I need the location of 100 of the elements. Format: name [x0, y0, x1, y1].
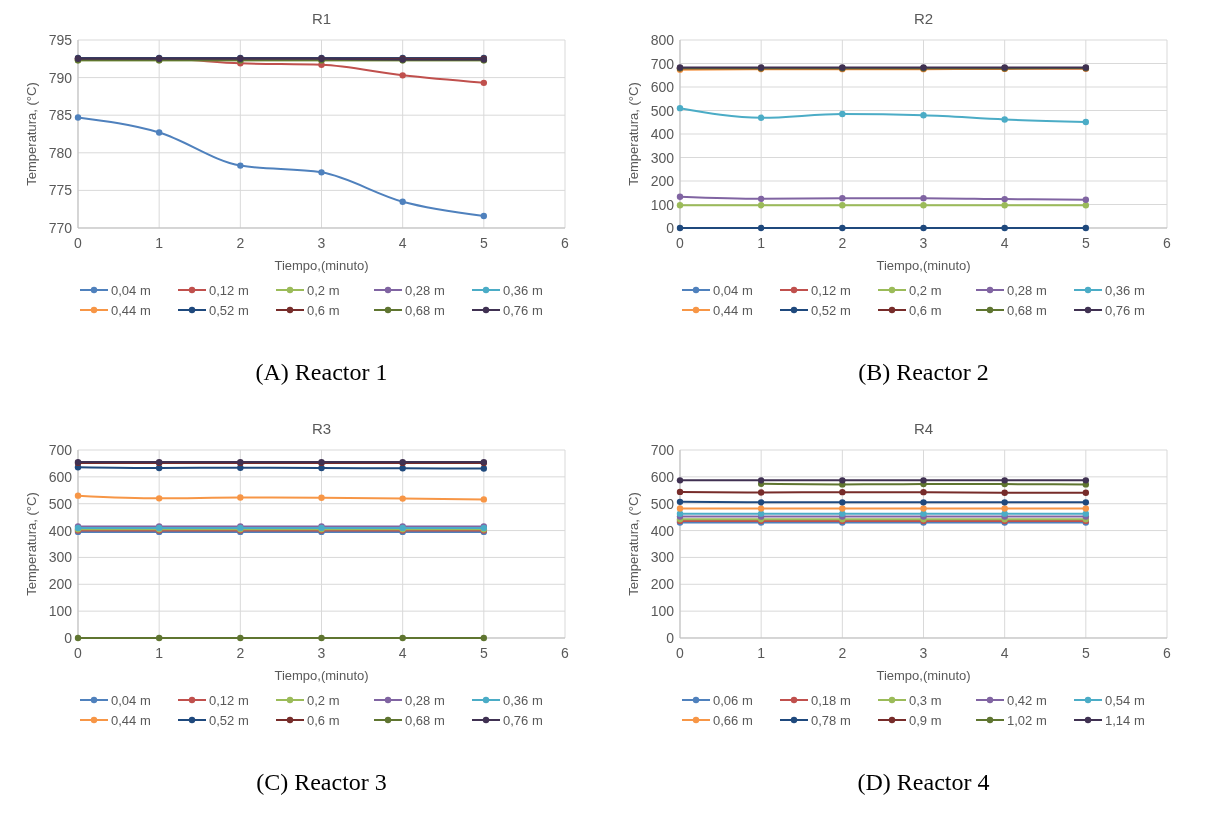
y-tick-label: 200	[650, 173, 675, 189]
text: (B) Reactor 2	[858, 359, 989, 385]
point	[1001, 224, 1008, 232]
legend-label: 0,68 m	[405, 303, 445, 318]
point	[399, 72, 406, 79]
y-tick-label: 790	[48, 69, 73, 86]
point	[318, 169, 325, 176]
point	[1082, 477, 1090, 484]
point	[676, 488, 684, 496]
x-tick-label: 2	[838, 235, 847, 251]
point	[1001, 116, 1008, 123]
point	[318, 464, 325, 472]
y-tick-label: 200	[650, 576, 675, 593]
y-tick-label: 795	[48, 32, 73, 48]
y-tick-label: 600	[650, 468, 675, 485]
y-tick-label: 200	[48, 576, 73, 593]
legend-label: 0,68 m	[1007, 303, 1047, 318]
y-tick-label: 100	[650, 196, 675, 213]
point	[237, 634, 244, 642]
legend-label: 0,2 m	[307, 283, 340, 298]
point	[1001, 477, 1008, 484]
legend-label: 0,52 m	[209, 713, 249, 728]
legend-label: 0,6 m	[909, 303, 942, 318]
point	[155, 495, 163, 502]
point	[839, 110, 846, 118]
legend-label: 1,14 m	[1105, 713, 1145, 728]
legend-label: 0,12 m	[811, 283, 851, 298]
x-tick-label: 6	[1163, 645, 1172, 661]
legend-label: 1,02 m	[1007, 713, 1047, 728]
legend-label: 0,78 m	[811, 713, 851, 728]
point	[676, 202, 684, 209]
x-tick-label: 0	[676, 235, 685, 251]
legend-label: 0,42 m	[1007, 693, 1047, 708]
point	[920, 477, 927, 484]
legend-label: 0,44 m	[111, 713, 151, 728]
legend-label: 0,28 m	[405, 693, 445, 708]
x-tick-label: 1	[155, 645, 164, 661]
y-tick-label: 100	[650, 603, 675, 620]
y-tick-label: 300	[48, 549, 73, 566]
point	[1082, 224, 1090, 232]
chart-title: R4	[913, 420, 934, 437]
legend-label: 0,68 m	[405, 713, 445, 728]
x-tick-label: 3	[317, 645, 326, 661]
point	[676, 193, 684, 200]
y-axis-title: Temperatura, (°C)	[24, 492, 39, 596]
chart-title: R2	[913, 10, 934, 27]
legend-label: 0,28 m	[1007, 283, 1047, 298]
point	[757, 477, 765, 484]
point	[676, 505, 684, 512]
point	[676, 477, 684, 484]
y-tick-label: 785	[48, 107, 73, 124]
y-tick-label: 0	[64, 630, 73, 646]
y-tick-label: 0	[666, 220, 675, 236]
point	[676, 224, 684, 232]
legend-label: 0,44 m	[111, 303, 151, 318]
x-tick-label: 5	[479, 645, 488, 661]
y-tick-label: 700	[650, 442, 675, 458]
x-axis-title: Tiempo,(minuto)	[876, 258, 971, 273]
point	[74, 634, 82, 642]
point	[399, 198, 406, 205]
x-axis-title: Tiempo,(minuto)	[274, 668, 369, 683]
x-tick-label: 0	[676, 645, 685, 661]
x-tick-label: 1	[155, 235, 164, 251]
y-tick-label: 500	[48, 495, 73, 512]
y-tick-label: 700	[48, 442, 73, 458]
y-tick-label: 600	[48, 468, 73, 485]
point	[757, 499, 765, 506]
point	[839, 224, 846, 232]
legend-label: 0,12 m	[209, 283, 249, 298]
legend-label: 0,36 m	[503, 693, 543, 708]
point	[1001, 505, 1008, 512]
y-tick-label: 700	[650, 55, 675, 72]
x-tick-label: 5	[1081, 645, 1090, 661]
y-tick-label: 775	[48, 182, 73, 199]
point	[920, 194, 927, 202]
y-tick-label: 300	[650, 549, 675, 566]
point	[399, 465, 406, 472]
point	[676, 498, 684, 506]
point	[480, 465, 488, 472]
point	[318, 494, 325, 502]
point	[839, 202, 846, 209]
point	[839, 505, 846, 512]
point	[920, 488, 927, 496]
point	[1082, 202, 1090, 209]
point	[839, 194, 846, 202]
legend-label: 0,12 m	[209, 693, 249, 708]
legend-label: 0,9 m	[909, 713, 942, 728]
legend-label: 0,04 m	[111, 693, 151, 708]
point	[1001, 489, 1008, 496]
point	[1001, 195, 1008, 203]
point	[757, 489, 765, 496]
x-tick-label: 6	[561, 235, 570, 251]
point	[839, 499, 846, 506]
point	[480, 634, 488, 642]
chart-title: R3	[311, 420, 332, 437]
x-tick-label: 6	[561, 645, 570, 661]
y-tick-label: 770	[48, 220, 73, 236]
chart-title: R1	[311, 10, 332, 27]
y-tick-label: 400	[650, 522, 675, 539]
point	[399, 495, 406, 502]
